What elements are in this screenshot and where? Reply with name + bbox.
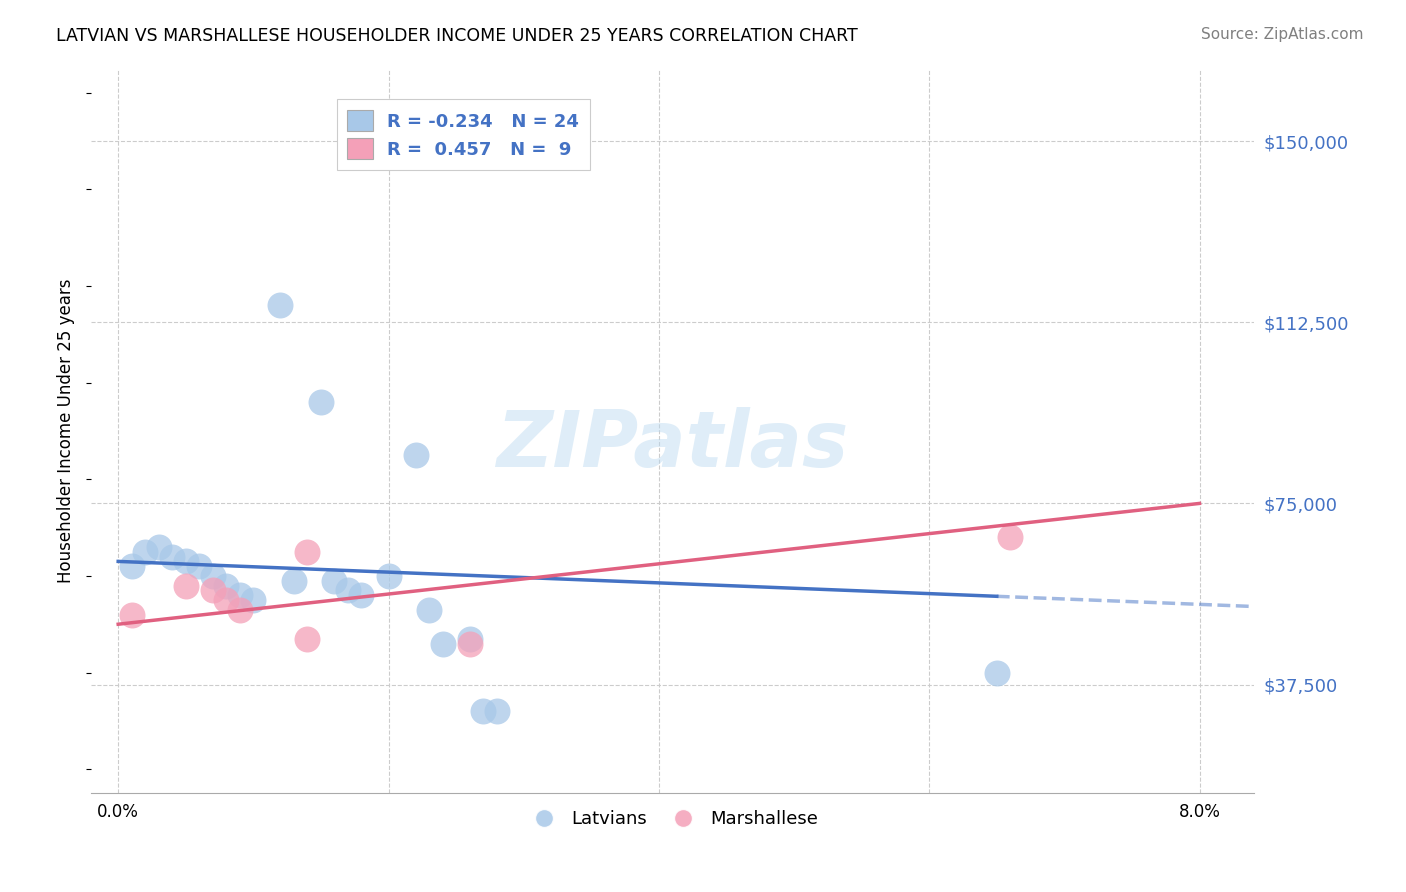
Point	[485, 704, 508, 718]
Point	[121, 607, 143, 622]
Point	[229, 603, 252, 617]
Point	[174, 554, 197, 568]
Point	[472, 704, 495, 718]
Point	[134, 545, 156, 559]
Point	[432, 636, 454, 650]
Point	[215, 578, 238, 592]
Text: ZIPatlas: ZIPatlas	[496, 408, 848, 483]
Point	[162, 549, 184, 564]
Point	[174, 578, 197, 592]
Point	[297, 545, 319, 559]
Point	[309, 395, 332, 409]
Point	[201, 569, 224, 583]
Point	[418, 603, 440, 617]
Point	[297, 632, 319, 646]
Point	[377, 569, 399, 583]
Point	[269, 298, 291, 312]
Y-axis label: Householder Income Under 25 years: Householder Income Under 25 years	[58, 278, 75, 583]
Point	[458, 636, 481, 650]
Point	[188, 559, 211, 574]
Point	[986, 665, 1008, 680]
Point	[121, 559, 143, 574]
Point	[148, 540, 170, 554]
Point	[350, 588, 373, 602]
Point	[215, 593, 238, 607]
Point	[1000, 530, 1022, 544]
Point	[458, 632, 481, 646]
Text: LATVIAN VS MARSHALLESE HOUSEHOLDER INCOME UNDER 25 YEARS CORRELATION CHART: LATVIAN VS MARSHALLESE HOUSEHOLDER INCOM…	[56, 27, 858, 45]
Point	[229, 588, 252, 602]
Point	[336, 583, 359, 598]
Text: Source: ZipAtlas.com: Source: ZipAtlas.com	[1201, 27, 1364, 42]
Legend: Latvians, Marshallese: Latvians, Marshallese	[519, 803, 825, 835]
Point	[405, 448, 427, 462]
Point	[283, 574, 305, 588]
Point	[201, 583, 224, 598]
Point	[323, 574, 346, 588]
Point	[242, 593, 264, 607]
